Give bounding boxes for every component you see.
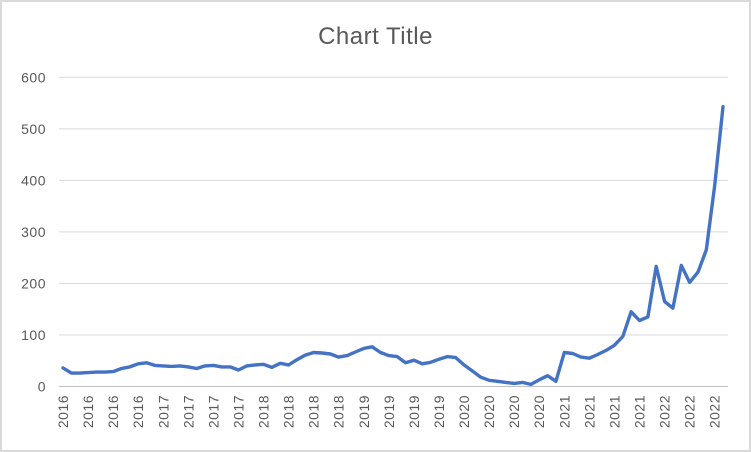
x-axis-label: 2021: [631, 395, 647, 428]
x-axis-label: 2016: [130, 395, 146, 428]
y-axis-label: 300: [21, 224, 46, 240]
x-axis-label: 2020: [531, 395, 547, 428]
y-axis-label: 500: [21, 121, 46, 137]
x-axis-label: 2022: [657, 395, 673, 428]
x-axis-label: 2020: [506, 395, 522, 428]
x-axis-label: 2019: [381, 395, 397, 428]
y-axis-label: 0: [38, 379, 46, 395]
x-axis-label: 2018: [331, 395, 347, 428]
x-axis-label: 2021: [556, 395, 572, 428]
y-axis-label: 100: [21, 327, 46, 343]
x-axis-label: 2016: [55, 395, 71, 428]
x-axis-label: 2017: [155, 395, 171, 428]
x-axis-label: 2019: [406, 395, 422, 428]
x-axis-label: 2018: [256, 395, 272, 428]
x-axis-labels-group: 2016 2016 2016 2016 2017 2017 2017 2017 2018 2018…: [55, 395, 723, 428]
x-axis-label: 2020: [456, 395, 472, 428]
x-axis-label: 2021: [606, 395, 622, 428]
series-group: [61, 104, 725, 387]
x-axis-label: 2022: [682, 395, 698, 428]
gridlines-group: [59, 76, 728, 387]
x-axis-label: 2018: [306, 395, 322, 428]
y-axis-label: 400: [21, 172, 46, 188]
y-axis-label: 200: [21, 275, 46, 291]
chart-title: Chart Title: [318, 23, 433, 50]
x-axis-label: 2016: [105, 395, 121, 428]
x-axis-label: 2017: [180, 395, 196, 428]
data-series-line: [61, 104, 725, 387]
x-axis-label: 2021: [581, 395, 597, 428]
x-axis-label: 2016: [80, 395, 96, 428]
x-axis-label: 2019: [431, 395, 447, 428]
x-axis-label: 2020: [481, 395, 497, 428]
y-axis-labels-group: 0 100 200 300 400 500 600: [21, 69, 46, 395]
x-axis-label: 2017: [230, 395, 246, 428]
x-axis-label: 2019: [356, 395, 372, 428]
x-axis-label: 2017: [205, 395, 221, 428]
y-axis-label: 600: [21, 69, 46, 85]
x-axis-label: 2018: [281, 395, 297, 428]
x-axis-label: 2022: [707, 395, 723, 428]
